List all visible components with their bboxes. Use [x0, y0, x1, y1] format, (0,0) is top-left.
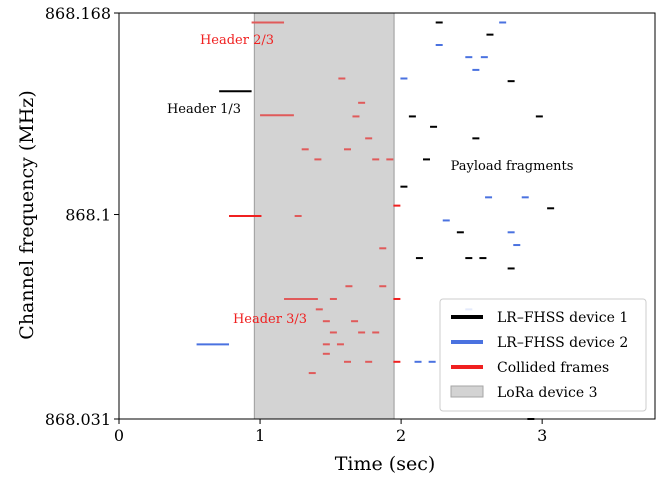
axes-frame	[118, 12, 656, 420]
x-tick-label: 3	[537, 426, 547, 445]
y-tick-label: 868.168	[45, 4, 111, 23]
legend-label-collided: Collided frames	[497, 360, 609, 376]
plot-frame	[118, 12, 656, 420]
x-tick-label: 1	[255, 426, 265, 445]
legend: LR–FHSS device 1 LR–FHSS device 2 Collid…	[439, 298, 647, 412]
legend-label-device-2: LR–FHSS device 2	[497, 335, 628, 351]
y-tick-label: 868.1	[65, 206, 111, 225]
legend-label-device-1: LR–FHSS device 1	[497, 310, 628, 326]
annotation-header-1-3: Header 1/3	[167, 102, 241, 117]
x-axis-title: Time (sec)	[335, 453, 436, 475]
annotation-payload-fragments: Payload fragments	[451, 159, 574, 174]
plot-area	[196, 13, 555, 420]
y-axis-title: Channel frequency (MHz)	[16, 90, 38, 339]
legend-box	[439, 298, 647, 412]
lora-band	[254, 13, 395, 419]
x-tick-label: 2	[396, 426, 406, 445]
y-tick-label: 868.031	[45, 410, 111, 429]
legend-label-lora: LoRa device 3	[497, 385, 598, 401]
x-tick-label: 0	[114, 426, 124, 445]
annotation-header-2-3: Header 2/3	[200, 33, 274, 48]
legend-swatch-lora	[450, 385, 484, 398]
axis-ticks: 0 1 2 3 868.031 868.1 868.168	[45, 4, 547, 445]
annotation-header-3-3: Header 3/3	[233, 312, 307, 327]
